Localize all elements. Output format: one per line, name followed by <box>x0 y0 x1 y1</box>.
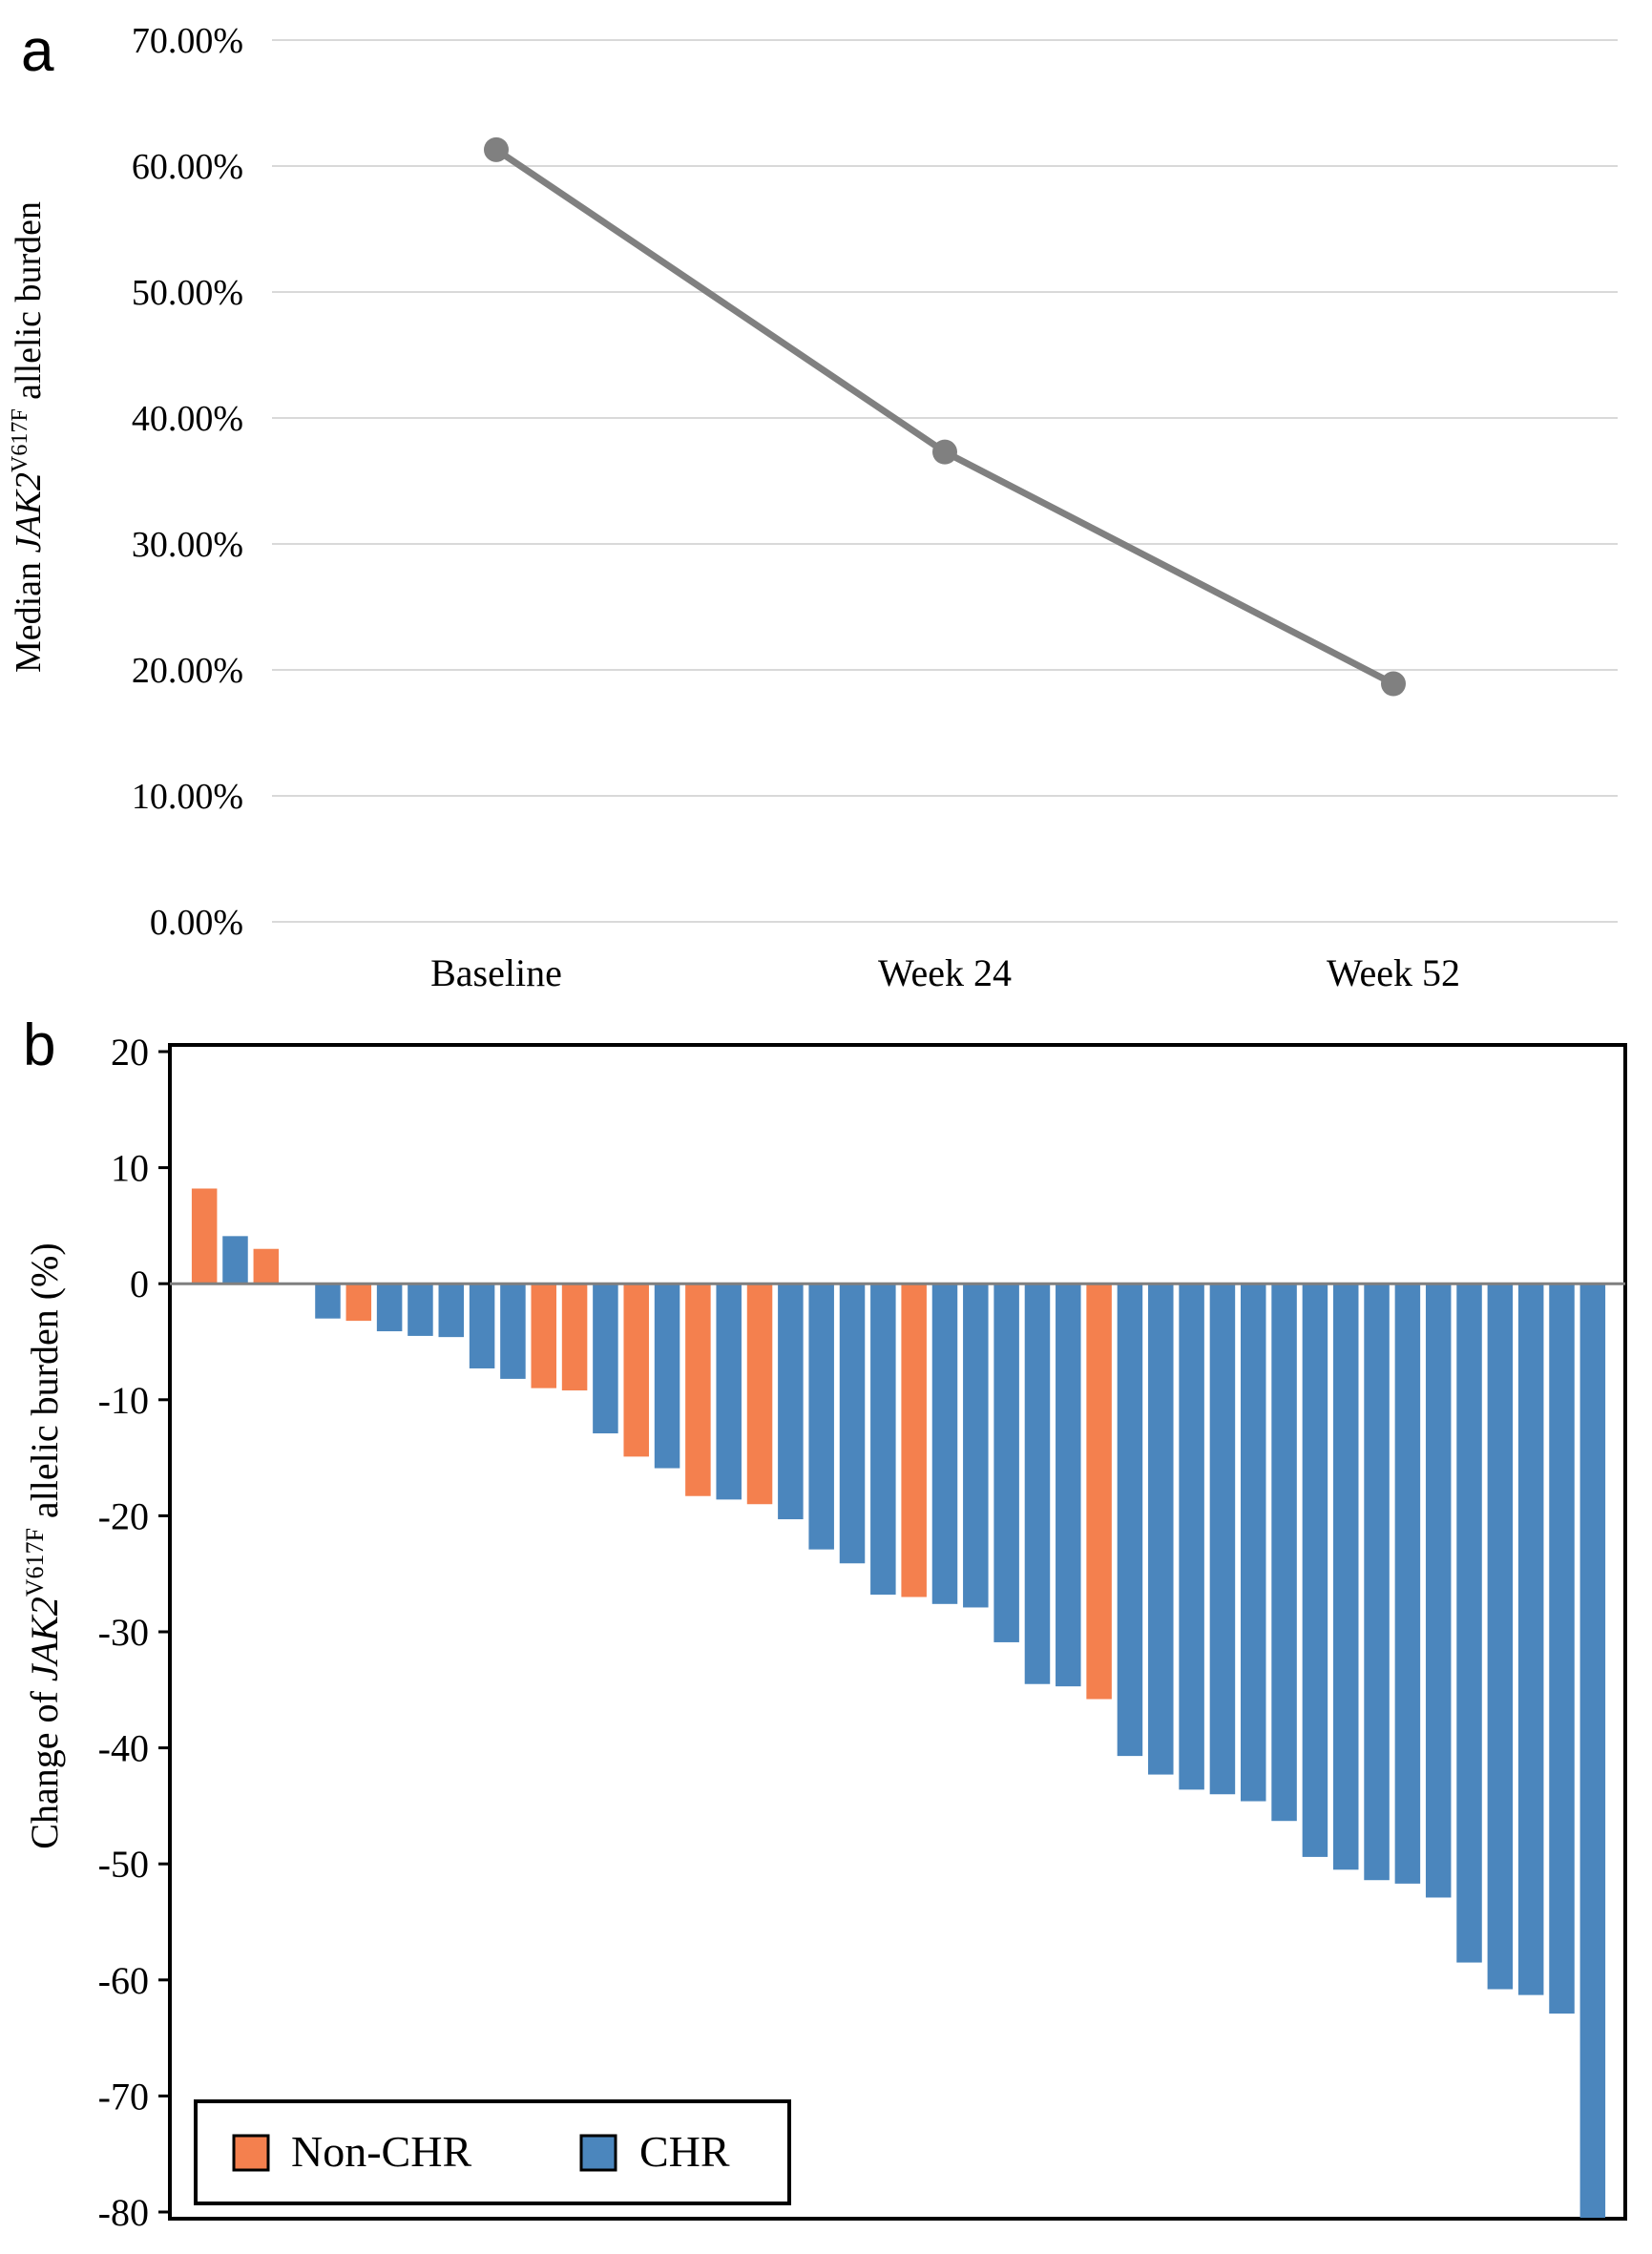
bar <box>1456 1284 1482 1963</box>
y-tick-label: 70.00% <box>132 21 243 61</box>
gridlines <box>272 39 1618 923</box>
x-tick-label: Baseline <box>430 951 562 994</box>
bar <box>345 1284 372 1322</box>
y-tick-labels: -80 -70 -60 -50 -40 -30 -20 -10 0 10 20 <box>98 1031 170 2234</box>
panel-a-label: a <box>21 18 54 84</box>
y-axis-label: Change of JAK2V617F allelic burden (%) <box>21 1242 66 1848</box>
y-tick-label: 20.00% <box>132 651 243 691</box>
panel-b-label: b <box>23 1012 55 1078</box>
data-point <box>484 136 509 162</box>
bar <box>531 1284 557 1388</box>
series-points <box>484 136 1406 697</box>
y-tick-label: 60.00% <box>132 147 243 187</box>
bar <box>1086 1284 1112 1700</box>
data-point <box>932 439 957 465</box>
bar <box>654 1284 680 1469</box>
series-line <box>494 146 1395 687</box>
bar <box>1117 1284 1143 1757</box>
bar <box>1394 1284 1421 1884</box>
bar <box>1148 1284 1174 1775</box>
bar <box>839 1284 866 1564</box>
bar <box>1517 1284 1544 1995</box>
series-lines <box>494 146 1395 687</box>
bar <box>623 1284 649 1457</box>
y-tick-label: -60 <box>98 1959 149 2002</box>
bar <box>1364 1284 1390 1881</box>
y-axis-label-superscript: V617F <box>21 1528 49 1597</box>
y-tick-label: 10.00% <box>132 777 243 817</box>
bar <box>1579 1284 1606 2219</box>
bar <box>1332 1284 1359 1870</box>
y-tick-label: -50 <box>98 1843 149 1886</box>
bar <box>1024 1284 1051 1684</box>
legend-label-chr: CHR <box>639 2127 730 2176</box>
y-tick-label: -40 <box>98 1727 149 1770</box>
bar <box>685 1284 711 1496</box>
x-tick-labels: Baseline Week 24 Week 52 <box>430 951 1460 994</box>
y-axis-label-gene: JAK2 <box>9 472 49 553</box>
y-axis-label-prefix: Median <box>9 553 49 673</box>
y-axis-label-superscript: V617F <box>8 408 32 472</box>
bar <box>1549 1284 1575 2014</box>
bar <box>408 1284 433 1336</box>
panel-a-line-chart: a 0.00% 10.00% 20.00% 30.00% 40.00% 50.00% 60.… <box>8 18 1618 994</box>
y-tick-label: -30 <box>98 1611 149 1654</box>
bar <box>593 1284 618 1434</box>
y-axis-label: Median JAK2V617F allelic burden <box>8 201 49 673</box>
bar <box>1302 1284 1328 1857</box>
y-tick-label: 10 <box>111 1147 149 1190</box>
y-tick-labels: 0.00% 10.00% 20.00% 30.00% 40.00% 50.00% 60.00… <box>132 21 243 943</box>
y-tick-label: -70 <box>98 2075 149 2118</box>
y-tick-label: 0.00% <box>150 903 243 943</box>
bar <box>931 1284 958 1604</box>
panel-b-bar-chart: b -80 -70 -60 -50 -40 -30 -20 -10 0 10 20 Change o… <box>21 1012 1627 2234</box>
bar <box>963 1284 989 1608</box>
bar <box>778 1284 804 1520</box>
bar <box>561 1284 588 1391</box>
legend-label-non-chr: Non-CHR <box>291 2127 471 2176</box>
bar <box>1271 1284 1297 1822</box>
y-tick-label: -10 <box>98 1379 149 1422</box>
bar <box>901 1284 927 1597</box>
y-tick-label: 50.00% <box>132 273 243 313</box>
bar <box>1179 1284 1204 1790</box>
legend-swatch-chr <box>579 2134 617 2172</box>
x-tick-label: Week 52 <box>1327 951 1460 994</box>
bar <box>1240 1284 1266 1802</box>
y-tick-label: 20 <box>111 1031 149 1074</box>
y-axis-label-gene: JAK2 <box>23 1597 66 1681</box>
y-tick-label: 40.00% <box>132 399 243 439</box>
bar <box>1425 1284 1452 1898</box>
bar <box>376 1284 403 1332</box>
y-tick-label: -20 <box>98 1494 149 1537</box>
bar <box>808 1284 834 1550</box>
legend: Non-CHR CHR <box>194 2099 791 2205</box>
bar <box>870 1284 896 1596</box>
bars <box>191 1188 1606 2219</box>
y-axis-label-suffix: allelic burden (%) <box>23 1242 66 1528</box>
legend-swatch-non-chr <box>232 2134 270 2172</box>
y-axis-label-prefix: Change of <box>23 1681 66 1849</box>
legend-box <box>194 2099 791 2205</box>
data-point <box>1381 671 1406 697</box>
y-tick-label: -80 <box>98 2191 149 2234</box>
bar <box>993 1284 1019 1642</box>
y-tick-label: 30.00% <box>132 525 243 565</box>
bar <box>469 1284 495 1368</box>
bar <box>222 1236 248 1284</box>
bar <box>1056 1284 1081 1687</box>
bar <box>1209 1284 1236 1795</box>
bar <box>1487 1284 1514 1990</box>
bar <box>191 1188 218 1284</box>
bar <box>746 1284 773 1505</box>
bar <box>500 1284 526 1379</box>
bar <box>716 1284 742 1500</box>
bar <box>438 1284 465 1338</box>
y-axis-label-suffix: allelic burden <box>9 201 49 408</box>
y-tick-label: 0 <box>130 1263 149 1305</box>
bar <box>253 1248 280 1284</box>
x-tick-label: Week 24 <box>878 951 1012 994</box>
bar <box>315 1284 341 1319</box>
